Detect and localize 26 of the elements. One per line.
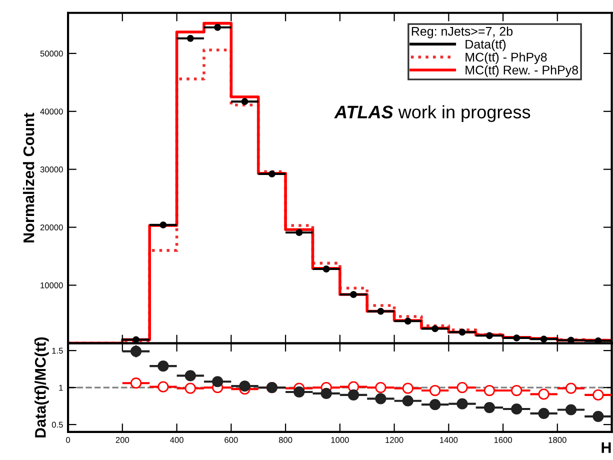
y-axis-title: Normalized Count <box>22 112 34 242</box>
y-tick-label: 20000 <box>40 224 63 230</box>
x-tick-label: 400 <box>170 437 184 443</box>
x-tick-label: 200 <box>116 437 130 443</box>
x-tick-label: 600 <box>224 437 238 443</box>
legend-label: MC(tt̄) Rew. - PhPy8 <box>466 65 578 77</box>
annotation: ATLAS work in progress <box>334 105 530 122</box>
legend-label: MC(tt̄) - PhPy8 <box>466 52 547 64</box>
y-tick-label: 50000 <box>40 50 63 57</box>
x-tick-label: 1400 <box>440 437 458 443</box>
y-tick-label: 1 <box>59 384 63 391</box>
x-tick-label: 1800 <box>548 437 566 443</box>
y-tick-label: 40000 <box>40 108 63 114</box>
y-tick-label: 10000 <box>40 282 63 288</box>
y-tick-label: 1.5 <box>52 348 63 354</box>
x-tick-label: 1200 <box>386 437 404 443</box>
legend-title: Reg: nJets>=7, 2b <box>412 26 513 38</box>
y-tick-label: 30000 <box>40 166 63 172</box>
x-axis-title: H <box>602 442 611 453</box>
legend-label: Data(tt̄) <box>466 39 506 52</box>
y-axis-title: Data(tt̄)/MC(tt̄) <box>34 337 49 438</box>
x-tick-label: 1000 <box>331 437 349 443</box>
x-tick-label: 0 <box>66 437 70 443</box>
y-tick-label: 0.5 <box>52 422 63 428</box>
x-tick-label: 800 <box>278 437 292 443</box>
x-tick-label: 1600 <box>494 437 512 443</box>
